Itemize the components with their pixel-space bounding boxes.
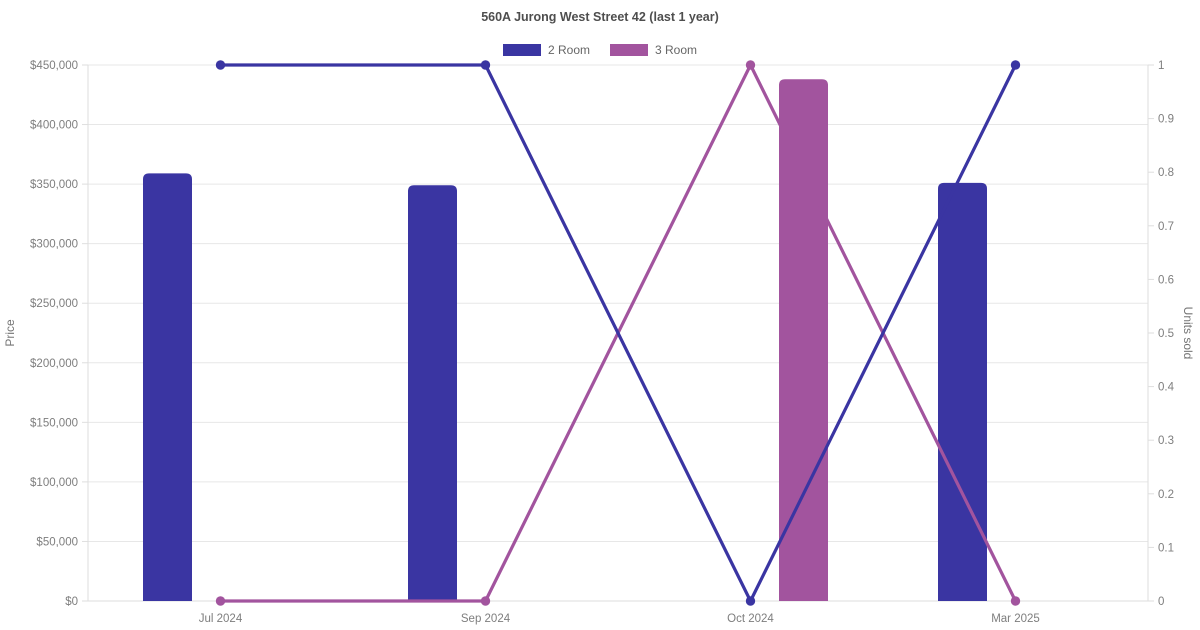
right-axis-tick-label: 0.4	[1158, 382, 1175, 394]
bar-2-room-jul-2024[interactable]	[143, 173, 192, 601]
bar-2-room-sep-2024[interactable]	[408, 185, 457, 601]
left-axis-tick-label: $300,000	[30, 239, 78, 251]
right-axis-tick-label: 0.2	[1158, 489, 1174, 501]
right-axis-tick-label: 0.7	[1158, 221, 1174, 233]
line-2-room[interactable]	[218, 63, 1018, 603]
chart-title: 560A Jurong West Street 42 (last 1 year)	[481, 10, 719, 24]
point-2-room-sep-2024[interactable]	[480, 60, 491, 70]
x-axis-tick-label: Mar 2025	[991, 613, 1040, 625]
x-axis-tick-label: Sep 2024	[461, 613, 511, 625]
right-axis-tick-label: 1	[1158, 60, 1164, 72]
legend-label-2-room: 2 Room	[547, 43, 590, 57]
left-axis-tick-label: $350,000	[30, 179, 78, 191]
x-axis-tick-label: Oct 2024	[727, 613, 774, 625]
legend: 2 Room 3 Room	[0, 43, 1200, 57]
legend-swatch-3-room	[610, 44, 648, 56]
point-3-room-jul-2024[interactable]	[215, 596, 226, 606]
left-axis-tick-label: $100,000	[30, 477, 78, 489]
left-axis-tick-label: $200,000	[30, 358, 78, 370]
legend-item-2-room[interactable]: 2 Room	[502, 43, 590, 57]
left-axis-tick-label: $150,000	[30, 417, 78, 429]
legend-swatch-2-room	[502, 44, 541, 56]
left-axis-tick-label: $0	[65, 596, 78, 608]
left-axis-tick-label: $450,000	[30, 60, 78, 72]
point-3-room-mar-2025[interactable]	[1010, 596, 1021, 606]
right-axis-tick-label: 0.9	[1158, 114, 1174, 126]
right-axis-tick-label: 0	[1158, 596, 1164, 608]
bar-3-room-oct-2024[interactable]	[779, 79, 828, 601]
left-axis-tick-label: $400,000	[30, 120, 78, 132]
right-axis-tick-label: 0.3	[1158, 435, 1174, 447]
point-2-room-mar-2025[interactable]	[1010, 60, 1021, 70]
left-axis-tick-label: $50,000	[36, 536, 78, 548]
right-axis-tick-label: 0.1	[1158, 542, 1174, 554]
left-axis-tick-label: $250,000	[30, 298, 78, 310]
legend-item-3-room[interactable]: 3 Room	[610, 43, 697, 57]
point-2-room-oct-2024[interactable]	[745, 596, 756, 606]
point-2-room-jul-2024[interactable]	[215, 60, 226, 70]
right-axis-tick-label: 0.8	[1158, 167, 1174, 179]
legend-label-3-room: 3 Room	[655, 43, 698, 57]
bar-2-room-mar-2025[interactable]	[938, 182, 987, 602]
right-axis-tick-label: 0.6	[1158, 274, 1174, 286]
point-3-room-oct-2024[interactable]	[745, 60, 756, 70]
right-axis-tick-label: 0.5	[1158, 328, 1174, 340]
x-axis-tick-label: Jul 2024	[199, 613, 243, 625]
point-3-room-sep-2024[interactable]	[480, 596, 491, 606]
